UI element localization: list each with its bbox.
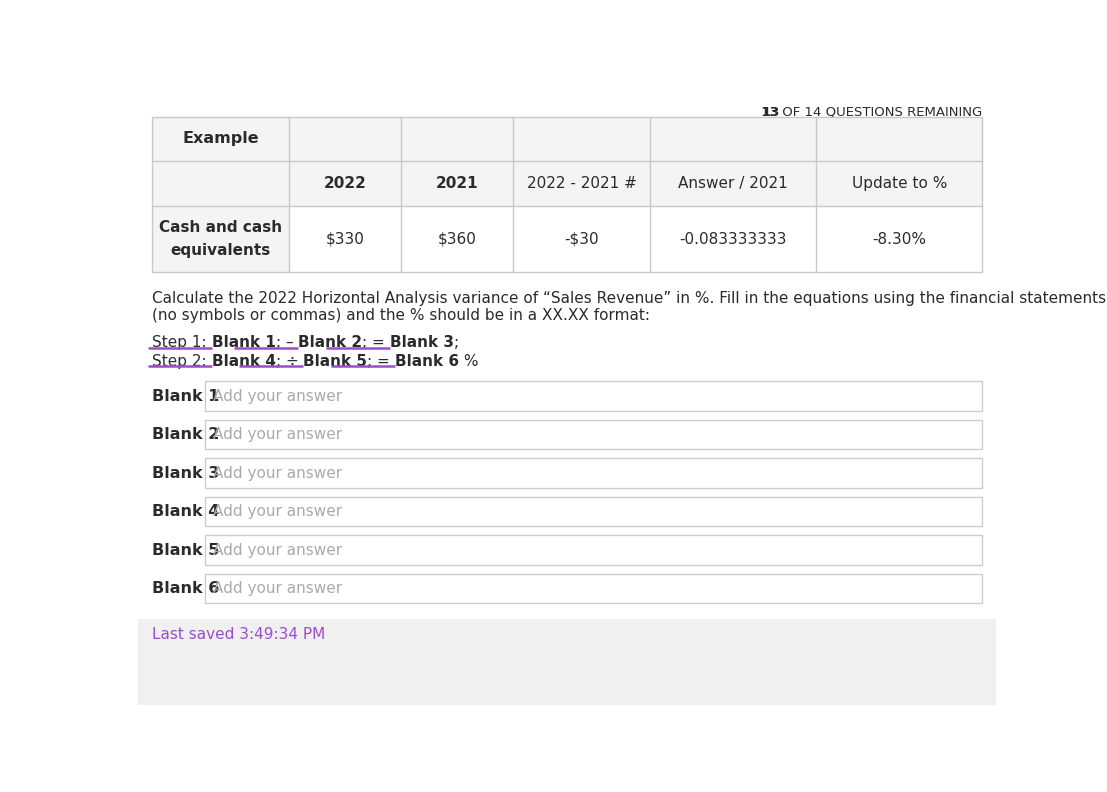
Text: Add your answer: Add your answer <box>213 427 342 442</box>
Text: (no symbols or commas) and the % should be in a XX.XX format:: (no symbols or commas) and the % should … <box>153 307 650 322</box>
Text: Blank 6: Blank 6 <box>153 581 219 596</box>
Bar <box>816 206 982 272</box>
Bar <box>402 116 514 162</box>
Bar <box>650 206 816 272</box>
Bar <box>650 162 816 206</box>
Text: Step 2:: Step 2: <box>153 354 211 369</box>
Bar <box>289 116 402 162</box>
Text: Add your answer: Add your answer <box>213 466 342 481</box>
Bar <box>402 206 514 272</box>
Bar <box>816 162 982 206</box>
Text: Calculate the 2022 Horizontal Analysis variance of “Sales Revenue” in %. Fill in: Calculate the 2022 Horizontal Analysis v… <box>153 291 1107 306</box>
Text: Add your answer: Add your answer <box>213 505 342 519</box>
Bar <box>816 116 982 162</box>
Bar <box>289 206 402 272</box>
Text: Last saved 3:49:34 PM: Last saved 3:49:34 PM <box>153 626 325 642</box>
Text: Add your answer: Add your answer <box>213 581 342 596</box>
Text: Blank 5: Blank 5 <box>303 354 368 369</box>
Bar <box>205 497 982 526</box>
Bar <box>153 206 289 272</box>
Text: Blank 3: Blank 3 <box>390 335 454 350</box>
Text: ; –: ; – <box>276 335 298 350</box>
Text: $360: $360 <box>438 231 477 246</box>
Text: Blank 6: Blank 6 <box>395 354 459 369</box>
Text: %: % <box>459 354 478 369</box>
Text: Step 1:: Step 1: <box>153 335 211 350</box>
Bar <box>514 206 650 272</box>
Bar <box>205 382 982 411</box>
Text: Blank 4: Blank 4 <box>153 505 219 519</box>
Text: Add your answer: Add your answer <box>213 389 342 404</box>
Text: Blank 3: Blank 3 <box>153 466 219 481</box>
Text: Blank 2: Blank 2 <box>153 427 219 442</box>
Text: 13 OF 14 QUESTIONS REMAINING: 13 OF 14 QUESTIONS REMAINING <box>762 106 982 119</box>
Text: ; =: ; = <box>362 335 390 350</box>
Bar <box>289 162 402 206</box>
Text: Blank 1: Blank 1 <box>153 389 219 404</box>
Bar <box>514 116 650 162</box>
Text: -$30: -$30 <box>565 231 599 246</box>
Text: 2022 - 2021 #: 2022 - 2021 # <box>527 176 637 191</box>
Bar <box>514 162 650 206</box>
Bar <box>153 116 982 272</box>
Bar <box>205 420 982 449</box>
Text: Blank 2: Blank 2 <box>298 335 362 350</box>
Text: Update to %: Update to % <box>851 176 946 191</box>
Text: ; ÷: ; ÷ <box>276 354 303 369</box>
Bar <box>153 116 289 162</box>
Bar <box>205 535 982 565</box>
Text: ; =: ; = <box>368 354 395 369</box>
Text: Add your answer: Add your answer <box>213 543 342 558</box>
Bar <box>138 619 996 705</box>
Text: Cash and cash
equivalents: Cash and cash equivalents <box>159 220 282 257</box>
Text: 13: 13 <box>762 106 779 119</box>
Text: Blank 4: Blank 4 <box>211 354 276 369</box>
Bar <box>153 162 289 206</box>
Bar <box>205 574 982 604</box>
Bar <box>650 116 816 162</box>
Text: ;: ; <box>454 335 459 350</box>
Text: $330: $330 <box>325 231 364 246</box>
Text: -8.30%: -8.30% <box>872 231 927 246</box>
Text: Blank 5: Blank 5 <box>153 543 219 558</box>
Bar <box>205 459 982 488</box>
Text: Example: Example <box>183 131 259 147</box>
Text: -0.083333333: -0.083333333 <box>680 231 787 246</box>
Text: 2021: 2021 <box>436 176 478 191</box>
Text: Blank 1: Blank 1 <box>211 335 276 350</box>
Text: Answer / 2021: Answer / 2021 <box>679 176 788 191</box>
Text: 2022: 2022 <box>324 176 366 191</box>
Bar <box>402 162 514 206</box>
